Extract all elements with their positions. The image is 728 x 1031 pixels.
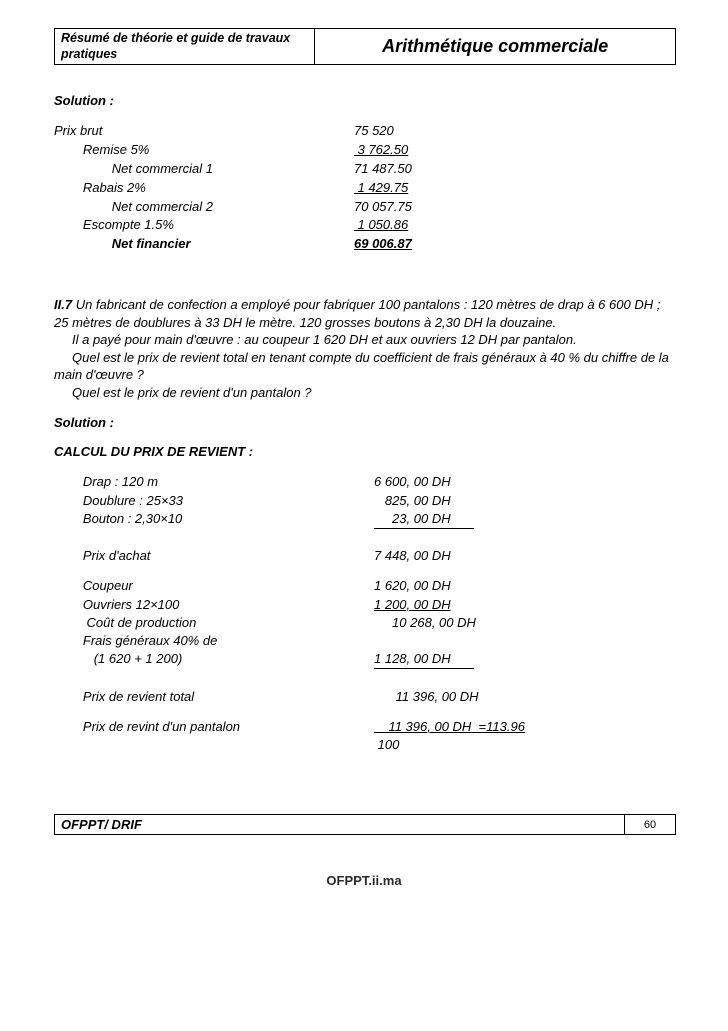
rev-label: (1 620 + 1 200) xyxy=(54,650,374,668)
problem-para3: Quel est le prix de revient total en ten… xyxy=(54,349,674,384)
rev-label: Bouton : 2,30×10 xyxy=(54,510,374,528)
rev-row: Doublure : 25×33 825, 00 DH xyxy=(54,492,674,510)
rev-label: Drap : 120 m xyxy=(54,473,374,491)
rev-value: 1 620, 00 DH xyxy=(374,577,451,595)
solution1-label: Solution : xyxy=(54,93,674,108)
rev-row: Bouton : 2,30×10 23, 00 DH xyxy=(54,510,674,528)
rev-row: Coût de production 10 268, 00 DH xyxy=(54,614,674,632)
problem-para1: Un fabricant de confection a employé pou… xyxy=(54,297,660,330)
rev-label xyxy=(54,736,374,754)
bottom-link: OFPPT.ii.ma xyxy=(0,873,728,904)
rev-value: 100 xyxy=(374,736,399,754)
rev-label: Prix d'achat xyxy=(54,547,374,565)
calc-value: 3 762.50 xyxy=(354,141,464,160)
calc-row: Prix brut75 520 xyxy=(54,122,674,141)
header-box: Résumé de théorie et guide de travaux pr… xyxy=(54,28,676,65)
footer-left: OFPPT/ DRIF xyxy=(55,815,625,834)
solution2-title: CALCUL DU PRIX DE REVIENT : xyxy=(54,444,674,459)
calc-label: Prix brut xyxy=(54,122,354,141)
footer-box: OFPPT/ DRIF 60 xyxy=(54,814,676,835)
header-left: Résumé de théorie et guide de travaux pr… xyxy=(55,29,315,64)
problem-para2: Il a payé pour main d'œuvre : au coupeur… xyxy=(54,331,674,349)
calc-row: Net commercial 171 487.50 xyxy=(54,160,674,179)
rev-value: 6 600, 00 DH xyxy=(374,473,451,491)
rev-value: 10 268, 00 DH xyxy=(374,614,476,632)
calc-row: Rabais 2% 1 429.75 xyxy=(54,179,674,198)
spacer-row xyxy=(54,565,674,577)
calc-label: Net commercial 1 xyxy=(54,160,354,179)
calc-value: 75 520 xyxy=(354,122,464,141)
rev-value: 23, 00 DH xyxy=(374,510,451,528)
header-right: Arithmétique commerciale xyxy=(315,29,675,64)
rule-row: . xyxy=(54,668,674,687)
footer-page: 60 xyxy=(625,815,675,834)
rev-value: 825, 00 DH xyxy=(374,492,451,510)
rev-row: Drap : 120 m6 600, 00 DH xyxy=(54,473,674,491)
calc-label: Escompte 1.5% xyxy=(54,216,354,235)
rev-value: 7 448, 00 DH xyxy=(374,547,451,565)
calc-label: Rabais 2% xyxy=(54,179,354,198)
calc-label: Net commercial 2 xyxy=(54,198,354,217)
calc-value: 1 050.86 xyxy=(354,216,464,235)
rev-label: Frais généraux 40% de xyxy=(54,632,374,650)
rev-value: 1 128, 00 DH xyxy=(374,650,451,668)
problem-number: II.7 xyxy=(54,297,72,312)
problem-text: II.7 Un fabricant de confection a employ… xyxy=(54,296,674,401)
rev-value: 1 200, 00 DH xyxy=(374,596,451,614)
calc-value: 71 487.50 xyxy=(354,160,464,179)
solution2-table: Drap : 120 m6 600, 00 DH Doublure : 25×3… xyxy=(54,473,674,754)
rev-value: 11 396, 00 DH =113.96 xyxy=(374,718,525,736)
calc-row: Net financier69 006.87 xyxy=(54,235,674,254)
rev-row: Coupeur1 620, 00 DH xyxy=(54,577,674,595)
rev-label: Prix de revint d'un pantalon xyxy=(54,718,374,736)
calc-value: 1 429.75 xyxy=(354,179,464,198)
rule-row: . xyxy=(54,528,674,547)
calc-value: 70 057.75 xyxy=(354,198,464,217)
calc-label: Net financier xyxy=(54,235,354,254)
rev-label: Prix de revient total xyxy=(54,688,374,706)
calc-row: Remise 5% 3 762.50 xyxy=(54,141,674,160)
calc-label: Remise 5% xyxy=(54,141,354,160)
spacer-row xyxy=(54,706,674,718)
calc-value: 69 006.87 xyxy=(354,235,464,254)
solution1-table: Prix brut75 520 Remise 5% 3 762.50 Net c… xyxy=(54,122,674,254)
rev-row: Prix de revint d'un pantalon 11 396, 00 … xyxy=(54,718,674,736)
rev-row: (1 620 + 1 200)1 128, 00 DH xyxy=(54,650,674,668)
rev-row: Prix d'achat7 448, 00 DH xyxy=(54,547,674,565)
problem-para4: Quel est le prix de revient d'un pantalo… xyxy=(54,384,674,402)
rev-label: Doublure : 25×33 xyxy=(54,492,374,510)
rev-value: 11 396, 00 DH xyxy=(374,688,479,706)
rev-row: Ouvriers 12×1001 200, 00 DH xyxy=(54,596,674,614)
rev-row: Frais généraux 40% de xyxy=(54,632,674,650)
calc-row: Escompte 1.5% 1 050.86 xyxy=(54,216,674,235)
rev-row: Prix de revient total 11 396, 00 DH xyxy=(54,688,674,706)
rev-row: 100 xyxy=(54,736,674,754)
solution2-label: Solution : xyxy=(54,415,674,430)
calc-row: Net commercial 270 057.75 xyxy=(54,198,674,217)
rev-label: Coût de production xyxy=(54,614,374,632)
rev-label: Ouvriers 12×100 xyxy=(54,596,374,614)
rev-label: Coupeur xyxy=(54,577,374,595)
